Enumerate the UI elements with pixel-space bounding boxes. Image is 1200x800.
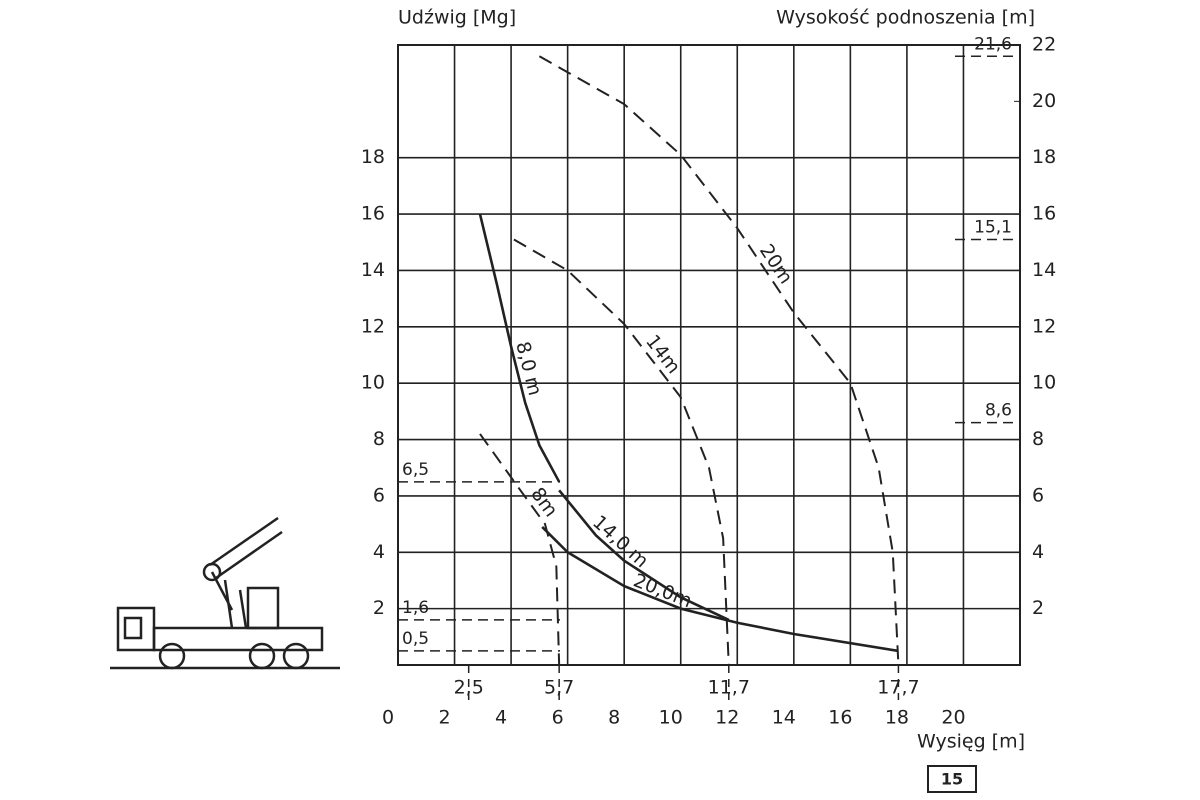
x-marker-label: 11,7 [708, 677, 750, 699]
y-marker-label: 6,5 [402, 460, 429, 480]
y2-tick-label: 6 [1032, 484, 1044, 506]
x-tick-label: 10 [659, 707, 683, 729]
y-tick-label: 12 [361, 315, 385, 337]
x-marker-label: 17,7 [877, 677, 919, 699]
series-line [478, 213, 561, 483]
y-tick-label: 6 [373, 484, 385, 506]
x-tick-label: 18 [885, 707, 909, 729]
page-number: 15 [941, 770, 963, 789]
y-tick-label: 4 [373, 541, 385, 563]
x-tick-label: 0 [382, 707, 394, 729]
y2-tick-label: 12 [1032, 315, 1056, 337]
x-tick-label: 14 [772, 707, 796, 729]
y2-tick-label: 14 [1032, 259, 1056, 281]
y2-axis-label: Wysokość podnoszenia [m] [776, 7, 1035, 29]
series-label: 20,0m [630, 569, 695, 612]
y-tick-label: 18 [361, 146, 385, 168]
y-tick-label: 14 [361, 259, 385, 281]
x-axis-label: Wysięg [m] [917, 731, 1025, 753]
y2-tick-label: 2 [1032, 597, 1044, 619]
x-tick-label: 8 [608, 707, 620, 729]
y2-tick-label: 10 [1032, 372, 1056, 394]
series-line [558, 489, 730, 622]
series-line [541, 525, 899, 653]
x-tick-label: 20 [941, 707, 965, 729]
series-label: 14,0 m [588, 511, 652, 572]
y-axis-label: Udźwig [Mg] [398, 7, 516, 29]
y-tick-label: 10 [361, 372, 385, 394]
y2-tick-label: 4 [1032, 541, 1044, 563]
y-tick-label: 2 [373, 597, 385, 619]
y2-marker-label: 21,6 [974, 34, 1012, 54]
series-line [479, 433, 561, 666]
x-marker-label: 2,5 [454, 677, 484, 699]
y2-tick-label: 22 [1032, 34, 1056, 56]
y-tick-label: 16 [361, 203, 385, 225]
x-tick-label: 6 [552, 707, 564, 729]
y2-tick-label: 8 [1032, 428, 1044, 450]
crane-illustration [110, 516, 340, 670]
y2-tick-label: 20 [1032, 90, 1056, 112]
y2-marker-label: 15,1 [974, 217, 1012, 237]
x-tick-label: 12 [715, 707, 739, 729]
x-marker-label: 5,7 [544, 677, 574, 699]
series-line [538, 55, 900, 666]
series-label: 8m [526, 483, 562, 521]
page-box [927, 765, 977, 793]
y2-marker-label: 8,6 [985, 401, 1012, 421]
plot-frame [397, 44, 1021, 666]
y2-tick-label: 18 [1032, 146, 1056, 168]
series-line [513, 238, 730, 666]
x-tick-label: 2 [438, 707, 450, 729]
x-tick-label: 16 [828, 707, 852, 729]
y-marker-label: 0,5 [402, 629, 429, 649]
y-marker-label: 1,6 [402, 598, 429, 618]
y-tick-label: 8 [373, 428, 385, 450]
x-tick-label: 4 [495, 707, 507, 729]
y2-tick-label: 16 [1032, 203, 1056, 225]
